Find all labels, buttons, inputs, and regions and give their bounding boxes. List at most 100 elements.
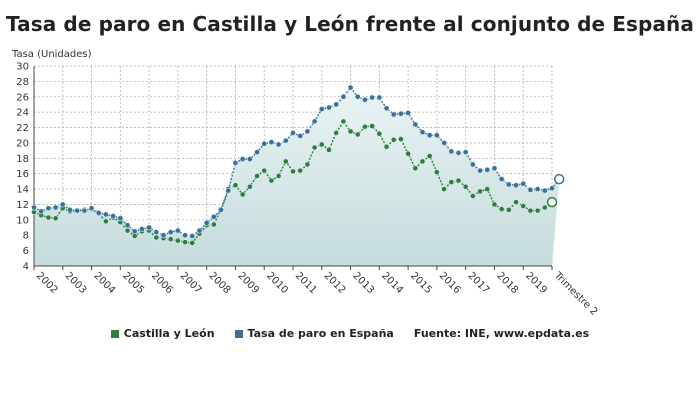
point-spain[interactable] xyxy=(117,215,124,222)
point-spain[interactable] xyxy=(153,229,160,236)
point-cyl[interactable] xyxy=(239,191,246,198)
point-cyl[interactable] xyxy=(448,179,455,186)
point-cyl[interactable] xyxy=(433,169,440,176)
point-cyl[interactable] xyxy=(189,240,196,246)
point-spain[interactable] xyxy=(527,186,534,193)
point-spain[interactable] xyxy=(433,132,440,139)
point-spain[interactable] xyxy=(261,140,268,147)
point-spain[interactable] xyxy=(462,149,469,156)
point-spain[interactable] xyxy=(38,208,45,215)
point-cyl[interactable] xyxy=(527,207,534,214)
point-cyl[interactable] xyxy=(383,143,390,150)
point-spain[interactable] xyxy=(549,185,555,192)
point-spain[interactable] xyxy=(182,232,188,239)
point-cyl[interactable] xyxy=(520,203,527,209)
point-spain[interactable] xyxy=(553,173,565,185)
point-cyl[interactable] xyxy=(546,196,558,208)
point-spain[interactable] xyxy=(405,110,412,116)
point-spain[interactable] xyxy=(110,213,117,219)
point-cyl[interactable] xyxy=(469,193,476,199)
point-spain[interactable] xyxy=(275,141,282,148)
point-spain[interactable] xyxy=(196,227,203,234)
point-cyl[interactable] xyxy=(174,237,181,244)
point-cyl[interactable] xyxy=(541,204,548,211)
point-cyl[interactable] xyxy=(318,141,325,148)
point-cyl[interactable] xyxy=(326,146,332,153)
point-cyl[interactable] xyxy=(362,123,368,130)
point-spain[interactable] xyxy=(376,94,383,101)
point-spain[interactable] xyxy=(412,121,419,128)
point-cyl[interactable] xyxy=(419,158,426,165)
point-spain[interactable] xyxy=(484,166,491,173)
point-cyl[interactable] xyxy=(390,136,397,143)
point-spain[interactable] xyxy=(81,207,88,214)
point-cyl[interactable] xyxy=(254,173,260,179)
point-spain[interactable] xyxy=(354,93,361,100)
point-spain[interactable] xyxy=(477,167,483,174)
point-cyl[interactable] xyxy=(462,183,469,190)
point-spain[interactable] xyxy=(67,206,73,213)
point-spain[interactable] xyxy=(189,233,196,239)
point-spain[interactable] xyxy=(498,176,505,182)
point-cyl[interactable] xyxy=(232,182,239,189)
point-spain[interactable] xyxy=(318,106,325,112)
point-cyl[interactable] xyxy=(268,177,275,184)
point-spain[interactable] xyxy=(167,229,174,236)
point-spain[interactable] xyxy=(103,211,109,218)
point-cyl[interactable] xyxy=(333,130,340,136)
point-cyl[interactable] xyxy=(412,165,419,172)
point-cyl[interactable] xyxy=(405,150,412,157)
point-cyl[interactable] xyxy=(498,206,505,212)
point-spain[interactable] xyxy=(311,118,318,125)
point-spain[interactable] xyxy=(88,205,95,212)
point-spain[interactable] xyxy=(74,207,81,214)
point-spain[interactable] xyxy=(369,94,376,101)
point-spain[interactable] xyxy=(347,84,354,91)
point-spain[interactable] xyxy=(95,210,102,216)
point-cyl[interactable] xyxy=(340,118,347,125)
point-cyl[interactable] xyxy=(246,183,253,190)
point-cyl[interactable] xyxy=(491,201,498,208)
point-cyl[interactable] xyxy=(282,158,289,165)
point-spain[interactable] xyxy=(218,206,224,213)
point-cyl[interactable] xyxy=(275,173,282,179)
point-spain[interactable] xyxy=(268,139,275,146)
point-spain[interactable] xyxy=(59,201,66,208)
point-spain[interactable] xyxy=(254,149,260,156)
point-spain[interactable] xyxy=(203,220,210,226)
point-cyl[interactable] xyxy=(153,234,160,241)
point-spain[interactable] xyxy=(520,180,527,187)
point-spain[interactable] xyxy=(398,110,404,117)
legend-item-spain[interactable]: Tasa de paro en España xyxy=(234,327,394,340)
point-spain[interactable] xyxy=(340,93,347,100)
point-spain[interactable] xyxy=(124,222,131,229)
point-spain[interactable] xyxy=(282,137,289,144)
legend-item-cyl[interactable]: Castilla y León xyxy=(110,327,215,340)
point-spain[interactable] xyxy=(297,133,304,139)
point-cyl[interactable] xyxy=(426,153,433,159)
point-spain[interactable] xyxy=(534,186,541,192)
point-spain[interactable] xyxy=(541,187,548,194)
point-spain[interactable] xyxy=(139,226,145,232)
point-spain[interactable] xyxy=(304,128,311,135)
point-spain[interactable] xyxy=(131,228,138,235)
point-spain[interactable] xyxy=(160,232,167,239)
point-spain[interactable] xyxy=(469,161,476,168)
point-spain[interactable] xyxy=(419,129,426,136)
point-cyl[interactable] xyxy=(304,161,311,168)
point-cyl[interactable] xyxy=(441,186,447,192)
point-cyl[interactable] xyxy=(513,199,519,206)
point-spain[interactable] xyxy=(246,156,253,162)
point-cyl[interactable] xyxy=(182,239,188,246)
point-cyl[interactable] xyxy=(124,227,131,234)
point-cyl[interactable] xyxy=(261,167,268,174)
point-spain[interactable] xyxy=(426,132,433,139)
point-cyl[interactable] xyxy=(45,214,52,221)
point-spain[interactable] xyxy=(239,156,246,162)
point-spain[interactable] xyxy=(333,101,340,108)
point-cyl[interactable] xyxy=(167,236,174,242)
point-spain[interactable] xyxy=(362,96,368,103)
point-spain[interactable] xyxy=(225,187,232,194)
point-cyl[interactable] xyxy=(534,207,541,214)
point-spain[interactable] xyxy=(290,130,296,136)
